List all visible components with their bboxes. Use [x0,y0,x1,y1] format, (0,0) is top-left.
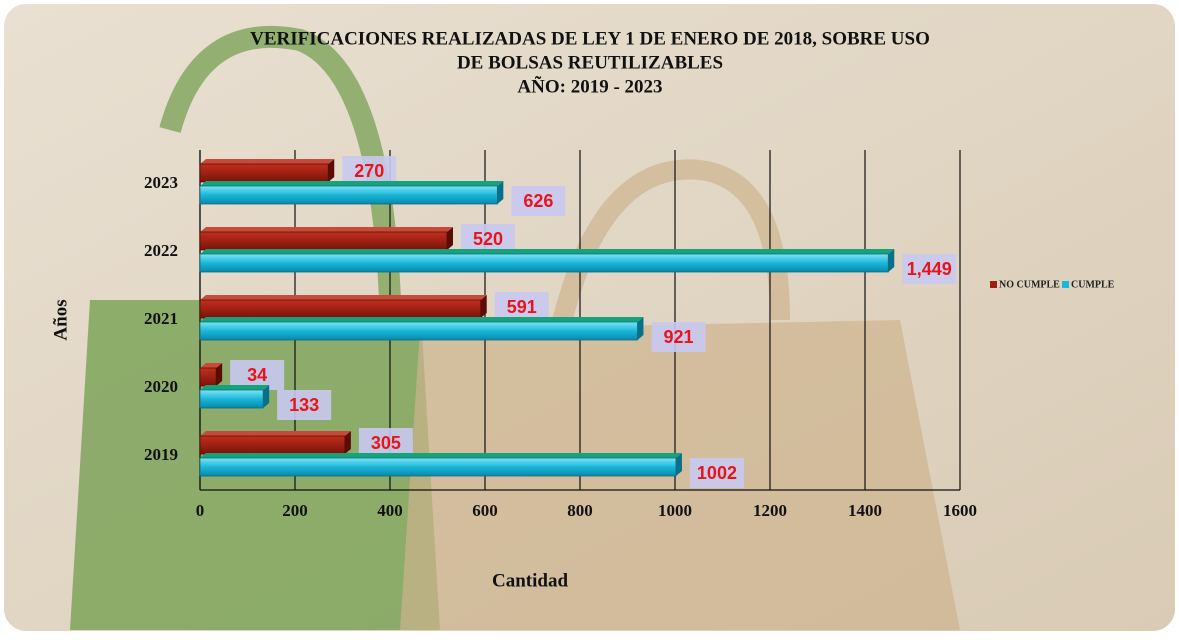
bar-top [200,227,453,232]
bar [200,232,447,250]
value-label: 1002 [697,463,737,483]
bar [200,436,345,454]
value-label: 626 [523,191,553,211]
x-tick-label: 0 [196,501,205,520]
value-label: 591 [507,297,537,317]
bar [200,254,888,272]
bar-top [200,385,269,390]
legend-label: CUMPLE [1071,279,1115,290]
bar-top [200,249,894,254]
bar [200,322,637,340]
bar [200,300,481,318]
bar-top [200,431,351,436]
x-tick-label: 1200 [753,501,787,520]
bar [200,164,328,182]
legend-swatch [1062,281,1069,288]
value-label: 520 [473,229,503,249]
x-tick-label: 200 [282,501,308,520]
chart-title: VERIFICACIONES REALIZADAS DE LEY 1 DE EN… [250,28,930,49]
chart-title: DE BOLSAS REUTILIZABLES [457,52,723,73]
y-axis-label: Años [50,299,71,340]
bar-top [200,453,682,458]
chart: VERIFICACIONES REALIZADAS DE LEY 1 DE EN… [0,0,1179,635]
x-tick-label: 1000 [658,501,692,520]
value-label: 133 [289,395,319,415]
x-tick-label: 1400 [848,501,882,520]
bar-top [200,317,643,322]
y-tick-label: 2020 [144,377,178,396]
value-label: 34 [247,365,267,385]
legend-swatch [990,281,997,288]
x-tick-label: 600 [472,501,498,520]
chart-title: AÑO: 2019 - 2023 [517,75,662,97]
x-tick-label: 400 [377,501,403,520]
value-label: 1,449 [907,259,952,279]
x-axis-label: Cantidad [492,570,568,591]
y-tick-label: 2022 [144,241,178,260]
y-tick-label: 2021 [144,309,178,328]
bar-top [200,295,487,300]
legend-label: NO CUMPLE [999,279,1060,290]
x-tick-label: 1600 [943,501,977,520]
y-tick-label: 2023 [144,173,178,192]
bar [200,458,676,476]
bar [200,368,216,386]
bar [200,390,263,408]
y-tick-label: 2019 [144,445,178,464]
bar-top [200,181,503,186]
value-label: 270 [354,161,384,181]
bar-top [200,159,334,164]
value-label: 305 [371,433,401,453]
bar [200,186,497,204]
value-label: 921 [663,327,693,347]
x-tick-label: 800 [567,501,593,520]
